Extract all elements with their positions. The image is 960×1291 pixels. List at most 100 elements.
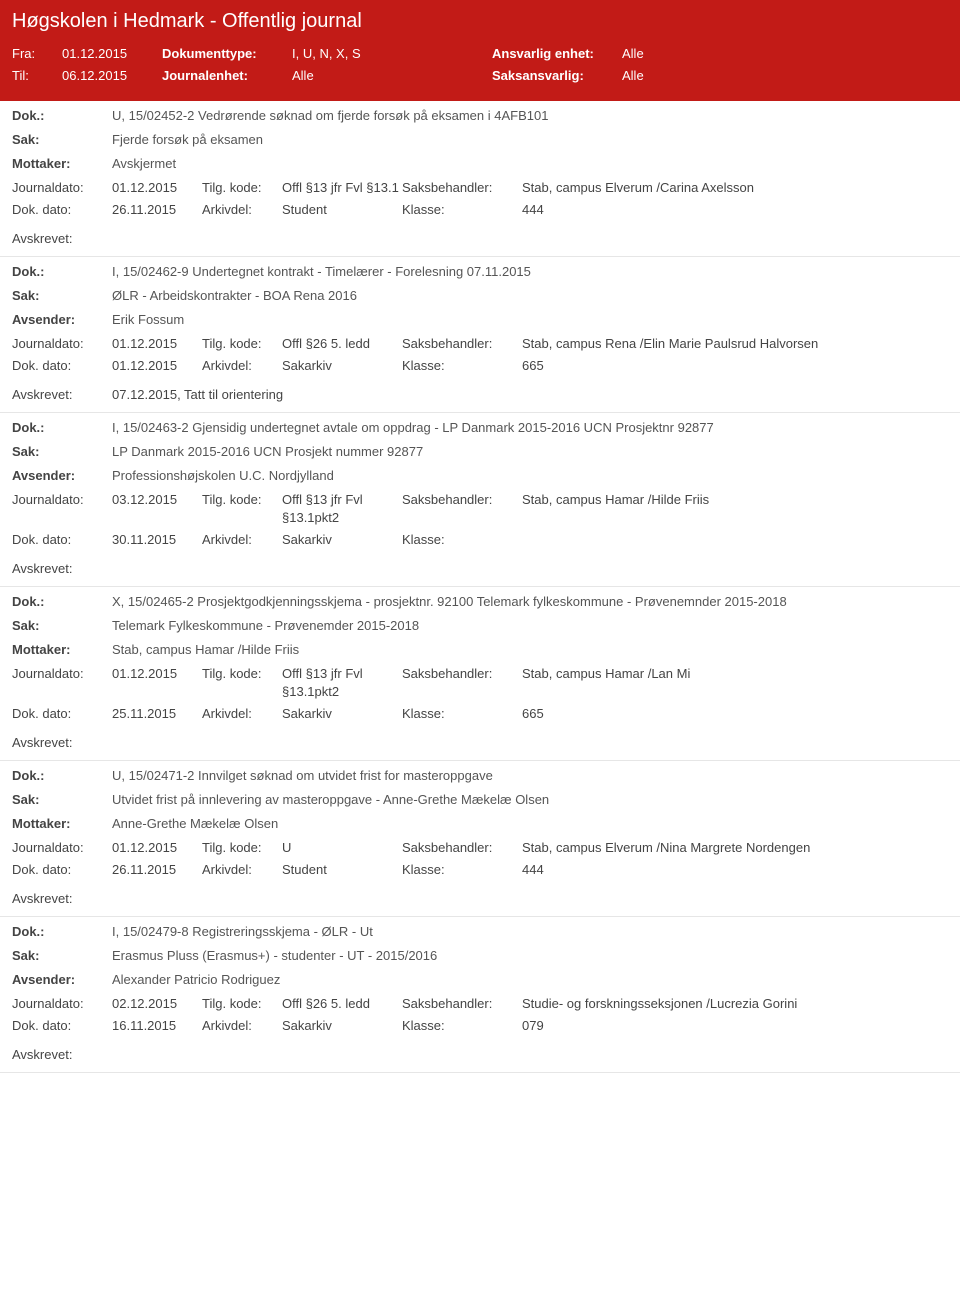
arkivdel-label: Arkivdel: — [202, 357, 282, 375]
klasse-value: 665 — [522, 705, 948, 723]
meta-row-2: Dok. dato: 26.11.2015 Arkivdel: Student … — [12, 861, 948, 879]
sak-row: Sak: Fjerde forsøk på eksamen — [12, 131, 948, 149]
party-value: Professionshøjskolen U.C. Nordjylland — [112, 467, 948, 485]
journaldato-label: Journaldato: — [12, 995, 112, 1013]
meta-row-1: Journaldato: 03.12.2015 Tilg. kode: Offl… — [12, 491, 948, 527]
meta-row-2: Dok. dato: 26.11.2015 Arkivdel: Student … — [12, 201, 948, 219]
journaldato-label: Journaldato: — [12, 491, 112, 527]
fra-value: 01.12.2015 — [62, 43, 162, 65]
saksbehandler-label: Saksbehandler: — [402, 665, 522, 701]
dokdato-value: 01.12.2015 — [112, 357, 202, 375]
arkivdel-value: Sakarkiv — [282, 705, 402, 723]
journal-entry: Dok.: U, 15/02471-2 Innvilget søknad om … — [0, 761, 960, 885]
party-row: Mottaker: Stab, campus Hamar /Hilde Frii… — [12, 641, 948, 659]
sak-value: LP Danmark 2015-2016 UCN Prosjekt nummer… — [112, 443, 948, 461]
saksbehandler-label: Saksbehandler: — [402, 491, 522, 527]
tilgkode-label: Tilg. kode: — [202, 995, 282, 1013]
dok-value: I, 15/02463-2 Gjensidig undertegnet avta… — [112, 419, 948, 437]
dok-row: Dok.: I, 15/02463-2 Gjensidig undertegne… — [12, 419, 948, 437]
tilgkode-value: Offl §13 jfr Fvl §13.1pkt2 — [282, 665, 402, 701]
avskrevet-label: Avskrevet: — [12, 1047, 112, 1062]
meta-row-1: Journaldato: 02.12.2015 Tilg. kode: Offl… — [12, 995, 948, 1013]
party-value: Stab, campus Hamar /Hilde Friis — [112, 641, 948, 659]
saksbehandler-value: Stab, campus Rena /Elin Marie Paulsrud H… — [522, 335, 948, 353]
tilgkode-value: U — [282, 839, 402, 857]
dok-value: I, 15/02462-9 Undertegnet kontrakt - Tim… — [112, 263, 948, 281]
avskrevet-row: Avskrevet: — [0, 225, 960, 257]
journaldato-label: Journaldato: — [12, 839, 112, 857]
ansvarlig-value: Alle — [622, 43, 644, 65]
avskrevet-value — [112, 231, 948, 246]
arkivdel-value: Sakarkiv — [282, 357, 402, 375]
avskrevet-value: 07.12.2015, Tatt til orientering — [112, 387, 948, 402]
dok-value: U, 15/02471-2 Innvilget søknad om utvide… — [112, 767, 948, 785]
meta-row-1: Journaldato: 01.12.2015 Tilg. kode: Offl… — [12, 335, 948, 353]
journalenhet-value: Alle — [292, 65, 492, 87]
tilgkode-label: Tilg. kode: — [202, 179, 282, 197]
journal-entry: Dok.: X, 15/02465-2 Prosjektgodkjennings… — [0, 587, 960, 729]
meta-row-2: Dok. dato: 01.12.2015 Arkivdel: Sakarkiv… — [12, 357, 948, 375]
saksbehandler-label: Saksbehandler: — [402, 995, 522, 1013]
klasse-value: 444 — [522, 201, 948, 219]
party-value: Anne-Grethe Mækelæ Olsen — [112, 815, 948, 833]
journaldato-label: Journaldato: — [12, 335, 112, 353]
party-row: Mottaker: Anne-Grethe Mækelæ Olsen — [12, 815, 948, 833]
dokdato-value: 25.11.2015 — [112, 705, 202, 723]
arkivdel-value: Sakarkiv — [282, 1017, 402, 1035]
sak-value: Telemark Fylkeskommune - Prøvenemder 201… — [112, 617, 948, 635]
sak-label: Sak: — [12, 443, 112, 461]
dokdato-value: 16.11.2015 — [112, 1017, 202, 1035]
page-title: Høgskolen i Hedmark - Offentlig journal — [12, 10, 948, 33]
dok-row: Dok.: I, 15/02479-8 Registreringsskjema … — [12, 923, 948, 941]
party-row: Avsender: Erik Fossum — [12, 311, 948, 329]
header-row-1: Fra: 01.12.2015 Dokumenttype: I, U, N, X… — [12, 43, 948, 65]
sak-row: Sak: ØLR - Arbeidskontrakter - BOA Rena … — [12, 287, 948, 305]
tilgkode-value: Offl §26 5. ledd — [282, 335, 402, 353]
saksbehandler-label: Saksbehandler: — [402, 839, 522, 857]
dokdato-label: Dok. dato: — [12, 705, 112, 723]
tilgkode-label: Tilg. kode: — [202, 335, 282, 353]
sak-row: Sak: Erasmus Pluss (Erasmus+) - studente… — [12, 947, 948, 965]
sak-value: Utvidet frist på innlevering av masterop… — [112, 791, 948, 809]
saksansvarlig-label: Saksansvarlig: — [492, 65, 622, 87]
tilgkode-value: Offl §13 jfr Fvl §13.1pkt2 — [282, 491, 402, 527]
tilgkode-label: Tilg. kode: — [202, 665, 282, 701]
klasse-value: 444 — [522, 861, 948, 879]
dok-value: X, 15/02465-2 Prosjektgodkjenningsskjema… — [112, 593, 948, 611]
arkivdel-value: Sakarkiv — [282, 531, 402, 549]
avskrevet-label: Avskrevet: — [12, 387, 112, 402]
arkivdel-label: Arkivdel: — [202, 1017, 282, 1035]
sak-label: Sak: — [12, 947, 112, 965]
dok-label: Dok.: — [12, 593, 112, 611]
journal-entry: Dok.: I, 15/02462-9 Undertegnet kontrakt… — [0, 257, 960, 381]
party-row: Avsender: Professionshøjskolen U.C. Nord… — [12, 467, 948, 485]
party-label: Avsender: — [12, 311, 112, 329]
dok-value: I, 15/02479-8 Registreringsskjema - ØLR … — [112, 923, 948, 941]
ansvarlig-label: Ansvarlig enhet: — [492, 43, 622, 65]
sak-label: Sak: — [12, 131, 112, 149]
journalenhet-label: Journalenhet: — [162, 65, 292, 87]
dokdato-label: Dok. dato: — [12, 861, 112, 879]
party-value: Avskjermet — [112, 155, 948, 173]
sak-value: ØLR - Arbeidskontrakter - BOA Rena 2016 — [112, 287, 948, 305]
dok-label: Dok.: — [12, 923, 112, 941]
party-row: Mottaker: Avskjermet — [12, 155, 948, 173]
dok-label: Dok.: — [12, 107, 112, 125]
avskrevet-value — [112, 891, 948, 906]
arkivdel-label: Arkivdel: — [202, 531, 282, 549]
header-row-2: Til: 06.12.2015 Journalenhet: Alle Saksa… — [12, 65, 948, 87]
party-value: Alexander Patricio Rodriguez — [112, 971, 948, 989]
arkivdel-label: Arkivdel: — [202, 201, 282, 219]
dok-row: Dok.: U, 15/02471-2 Innvilget søknad om … — [12, 767, 948, 785]
dok-row: Dok.: U, 15/02452-2 Vedrørende søknad om… — [12, 107, 948, 125]
sak-row: Sak: LP Danmark 2015-2016 UCN Prosjekt n… — [12, 443, 948, 461]
klasse-value: 079 — [522, 1017, 948, 1035]
saksbehandler-value: Stab, campus Hamar /Hilde Friis — [522, 491, 948, 527]
dokdato-label: Dok. dato: — [12, 531, 112, 549]
dok-label: Dok.: — [12, 419, 112, 437]
til-label: Til: — [12, 65, 62, 87]
dokdato-label: Dok. dato: — [12, 1017, 112, 1035]
saksbehandler-value: Stab, campus Elverum /Carina Axelsson — [522, 179, 948, 197]
party-value: Erik Fossum — [112, 311, 948, 329]
arkivdel-value: Student — [282, 861, 402, 879]
